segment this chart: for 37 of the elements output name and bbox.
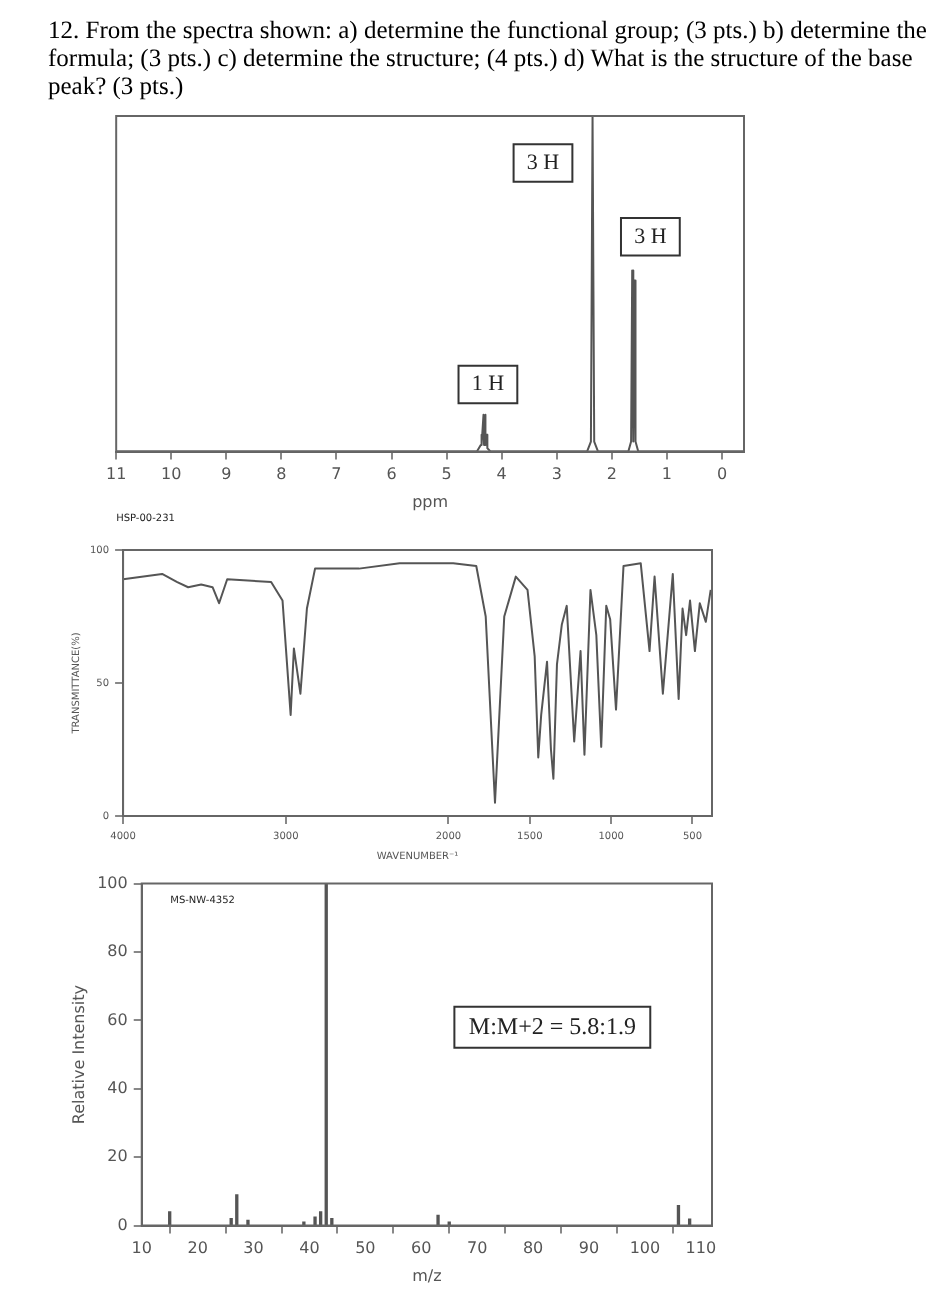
y-tick-label: 60 [107, 1010, 128, 1029]
x-tick-label: 10 [161, 465, 182, 484]
x-axis-title: m/z [412, 1266, 442, 1285]
x-tick-label: 6 [386, 465, 397, 484]
x-tick-label: 3 [551, 465, 562, 484]
y-tick-label: 40 [107, 1078, 128, 1097]
y-tick-label: 80 [107, 942, 128, 961]
y-axis-title: Relative Intensity [69, 984, 88, 1125]
y-tick-label: 0 [117, 1215, 128, 1234]
x-tick-label: 4 [496, 465, 507, 484]
chart-title: 12. From the spectra shown: a) determine the functional group; (3 pts.) b) determine the formula; (3 pts.) c) determine the structure; (4 pts.) d) What is the structure of the base peak? (3 pts.) [48, 16, 929, 100]
annotation: 3 H [526, 150, 560, 175]
x-tick-label: 20 [187, 1239, 208, 1258]
x-tick-label: 100 [629, 1239, 661, 1258]
annotation: M:M+2 = 5.8:1.9 [468, 1011, 636, 1040]
x-axis-title: ppm [412, 492, 449, 511]
x-tick-label: 70 [467, 1239, 488, 1258]
x-tick-label: 8 [276, 465, 287, 484]
x-tick-label: 30 [243, 1239, 264, 1258]
x-tick-label: 11 [105, 465, 127, 484]
x-tick-label: 10 [131, 1239, 152, 1258]
x-tick-label: 7 [331, 465, 342, 484]
y-tick-label: 100 [97, 873, 128, 892]
annotation: 3 H [634, 224, 667, 249]
x-tick-label: 0 [716, 465, 728, 484]
x-tick-label: 90 [578, 1239, 600, 1258]
x-tick-label: 50 [355, 1239, 376, 1258]
x-tick-label: 80 [522, 1239, 544, 1258]
x-tick-label: 9 [221, 465, 232, 484]
x-tick-label: 1 [661, 465, 672, 484]
x-tick-label: 60 [411, 1239, 432, 1258]
y-tick-label: 20 [107, 1147, 128, 1166]
x-tick-label: 2 [606, 465, 617, 484]
x-tick-label: 40 [299, 1239, 320, 1258]
x-tick-label: 5 [441, 465, 452, 484]
annotation: 1 H [471, 372, 505, 397]
x-tick-label: 110 [685, 1239, 717, 1258]
